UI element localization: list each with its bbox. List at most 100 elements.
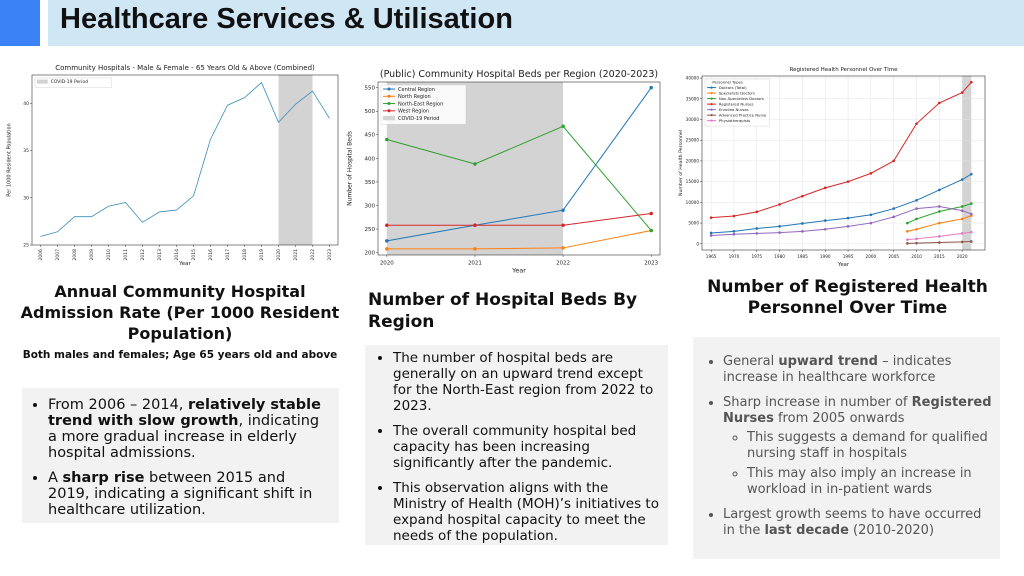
x-tick-label: 2005 (888, 254, 899, 259)
legend-box (34, 77, 112, 88)
x-tick-label: 2007 (55, 249, 61, 261)
bullet-text: Registered Nurses (723, 395, 992, 426)
plot-frame (377, 81, 661, 256)
bullet-text: The number of hospital beds are generall… (393, 350, 654, 414)
data-point (846, 225, 850, 228)
x-tick-label: 1980 (774, 254, 785, 259)
data-point (869, 213, 873, 217)
x-tick-label: 1990 (820, 254, 831, 259)
data-point (561, 124, 565, 129)
chart-title: Community Hospitals - Male & Female - 65… (55, 64, 315, 72)
y-tick-label: 200 (365, 251, 376, 257)
x-tick-label: 2009 (89, 249, 95, 261)
data-point (778, 203, 781, 206)
data-point (938, 234, 941, 238)
x-tick-label: 2012 (140, 249, 146, 261)
x-tick-label: 2022 (556, 261, 570, 267)
bullet-text: upward trend (778, 354, 878, 369)
data-point (473, 162, 477, 166)
data-point (969, 172, 973, 176)
data-point (823, 227, 827, 231)
data-point (649, 85, 653, 90)
series-line (386, 125, 652, 231)
data-point (801, 222, 804, 225)
legend-label: COVID-19 Period (398, 116, 439, 122)
y-tick-label: 15000 (686, 179, 700, 184)
data-point (561, 246, 565, 250)
bullet-text: This suggests a demand for qualified nur… (747, 430, 988, 461)
slide-title: Healthcare Services & Utilisation (60, 3, 513, 35)
y-tick-label: 30000 (686, 117, 700, 122)
data-point (755, 210, 759, 214)
data-point (960, 240, 964, 244)
series-line (386, 229, 652, 250)
panel-caption: Number of Hospital Beds By Region (368, 290, 638, 332)
data-point (960, 178, 964, 181)
data-point (385, 137, 389, 142)
y-tick-label: 40 (23, 101, 29, 107)
bullet-text: Sharp increase in number of (723, 395, 912, 410)
y-tick-label: 25000 (686, 138, 700, 143)
legend-marker (710, 86, 713, 89)
y-tick-label: 25 (23, 243, 29, 249)
x-tick-label: 2015 (191, 249, 197, 261)
legend-marker (710, 102, 713, 106)
y-tick-label: 10000 (686, 200, 700, 205)
bullet-text: from 2005 onwards (773, 411, 905, 426)
bullet-text: , indicating a more gradual increase in … (48, 413, 320, 461)
data-point (938, 188, 941, 192)
legend-marker (710, 119, 713, 122)
data-point (732, 230, 736, 233)
plot-frame (31, 74, 339, 246)
legend-label: Doctors (Total) (719, 85, 747, 90)
bullet-list: From 2006 – 2014, relatively stable tren… (28, 397, 331, 518)
legend-box (380, 84, 467, 125)
data-point (938, 241, 941, 244)
bullet: This may also imply an increase in workl… (747, 466, 994, 498)
x-tick-label: 2023 (327, 249, 333, 261)
bullet-text: The overall community hospital bed capac… (393, 423, 637, 471)
data-point (473, 223, 477, 228)
bullet-box: From 2006 – 2014, relatively stable tren… (22, 388, 339, 523)
y-tick-label: 550 (365, 86, 376, 92)
series-line (386, 87, 652, 242)
data-point (915, 122, 918, 125)
x-axis-label: Year (511, 267, 526, 275)
data-point (778, 231, 781, 234)
data-point (960, 209, 964, 212)
data-point (709, 216, 713, 220)
bullet-text: From 2006 – 2014, (48, 397, 189, 413)
x-tick-label: 2020 (957, 254, 968, 259)
data-point (906, 221, 909, 225)
data-point (906, 242, 909, 245)
shaded-period (278, 75, 313, 245)
chart: Community Hospitals - Male & Female - 65… (6, 62, 348, 272)
bullet: The number of hospital beds are generall… (393, 350, 662, 414)
bullet-list: General upward trend – indicates increas… (703, 354, 994, 539)
bullet-text: A (48, 470, 63, 486)
plot-frame (701, 75, 986, 251)
y-tick-label: 40000 (686, 76, 700, 81)
data-point (960, 217, 964, 221)
legend-label: West Region (398, 109, 429, 115)
y-tick-label: 300 (365, 203, 376, 209)
legend-marker (387, 94, 391, 98)
bullet-text: Largest growth seems to have occurred in… (723, 507, 982, 538)
legend-swatch (37, 79, 48, 84)
legend-label: Non-Specialists Doctors (719, 96, 764, 101)
x-tick-label: 2021 (293, 249, 299, 261)
x-tick-label: 2020 (380, 261, 394, 267)
bullet-list: The number of hospital beds are generall… (373, 350, 662, 544)
data-point (938, 205, 941, 208)
bullet: A sharp rise between 2015 and 2019, indi… (48, 470, 331, 518)
data-point (906, 238, 909, 241)
x-tick-label: 2006 (38, 249, 44, 261)
legend-marker (387, 87, 391, 91)
legend-label: Physiotherapists (719, 118, 750, 123)
data-point (778, 225, 781, 228)
data-point (801, 194, 804, 198)
data-point (915, 241, 918, 245)
legend-marker (387, 109, 391, 113)
